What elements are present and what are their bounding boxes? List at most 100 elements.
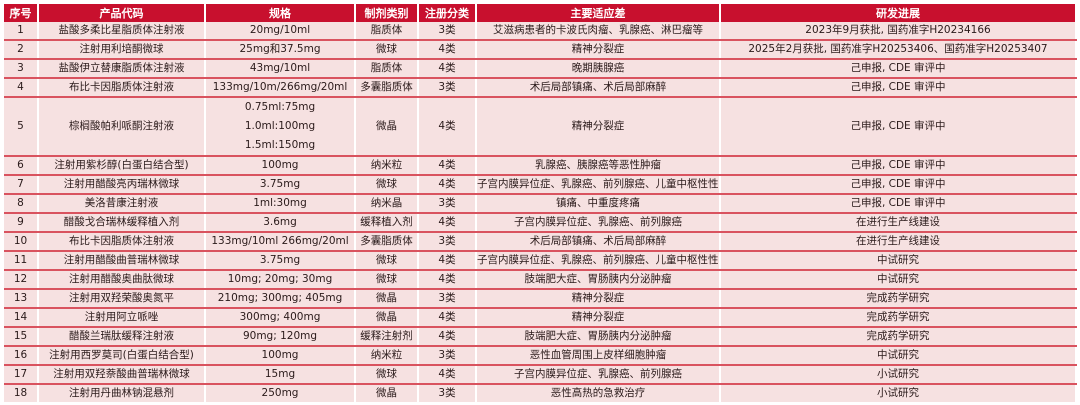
cell-form: 多囊脂质体 — [355, 232, 419, 252]
cell-indication: 肢端肥大症、胃肠胰内分泌肿瘤 — [476, 270, 721, 290]
cell-reg: 4类 — [418, 365, 477, 385]
spec-line: 43mg/10ml — [249, 62, 311, 74]
cell-spec: 100mg — [205, 156, 356, 176]
cell-form: 微球 — [355, 175, 419, 195]
table-row: 6 注射用紫杉醇(白蛋白结合型) 100mg 纳米粒 4类 乳腺癌、胰腺癌等恶性肿瘤 己申报… — [4, 156, 1077, 176]
cell-spec: 25mg和37.5mg — [205, 40, 356, 60]
cell-spec: 100mg — [205, 346, 356, 366]
cell-form: 微球 — [355, 251, 419, 271]
cell-indication: 乳腺癌、胰腺癌等恶性肿瘤 — [476, 156, 721, 176]
cell-progress: 2023年9月获批, 国药准字H20234166 — [720, 22, 1077, 41]
cell-indication: 精神分裂症 — [476, 308, 721, 328]
cell-spec: 133mg/10m/266mg/20ml — [205, 78, 356, 98]
cell-indication: 子宫内膜异位症、乳腺癌、前列腺癌 — [476, 213, 721, 233]
spec-line: 20mg/10ml — [249, 24, 311, 36]
header-row: 序号 产品代码 规格 制剂类别 注册分类 主要适应差 研发进展 — [4, 4, 1077, 22]
cell-product: 布比卡因脂质体注射液 — [38, 232, 206, 252]
spec-line: 300mg; 400mg — [239, 311, 321, 323]
cell-progress: 己申报, CDE 审评中 — [720, 78, 1077, 98]
cell-no: 1 — [4, 22, 39, 41]
cell-reg: 3类 — [418, 232, 477, 252]
cell-product: 注射用醋酸亮丙瑞林微球 — [38, 175, 206, 195]
cell-no: 17 — [4, 365, 39, 385]
header-form: 制剂类别 — [355, 4, 419, 22]
cell-progress: 中试研究 — [720, 270, 1077, 290]
cell-reg: 3类 — [418, 78, 477, 98]
cell-spec: 250mg — [205, 384, 356, 402]
spec-line: 3.75mg — [259, 254, 301, 266]
cell-reg: 4类 — [418, 156, 477, 176]
cell-progress: 完成药学研究 — [720, 289, 1077, 309]
cell-no: 2 — [4, 40, 39, 60]
cell-no: 12 — [4, 270, 39, 290]
cell-indication: 恶性高热的急救治疗 — [476, 384, 721, 402]
cell-progress: 中试研究 — [720, 251, 1077, 271]
header-reg: 注册分类 — [418, 4, 477, 22]
cell-reg: 4类 — [418, 40, 477, 60]
cell-form: 纳米粒 — [355, 346, 419, 366]
cell-reg: 4类 — [418, 308, 477, 328]
cell-reg: 3类 — [418, 194, 477, 214]
cell-no: 8 — [4, 194, 39, 214]
table-row: 7 注射用醋酸亮丙瑞林微球 3.75mg 微球 4类 子宫内膜异位症、乳腺癌、前列腺癌、儿… — [4, 175, 1077, 195]
spec-line: 133mg/10m/266mg/20ml — [212, 81, 348, 93]
cell-progress: 2025年2月获批, 国药准字H20253406、国药准字H20253407 — [720, 40, 1077, 60]
spec-line: 90mg; 120mg — [242, 330, 318, 342]
table-row: 1 盐酸多柔比星脂质体注射液 20mg/10ml 脂质体 3类 艾滋病患者的卡波氏肉瘤、乳… — [4, 22, 1077, 41]
cell-form: 微球 — [355, 40, 419, 60]
cell-product: 醋酸兰瑞肽缓释注射液 — [38, 327, 206, 347]
spec-line: 15mg — [264, 368, 296, 380]
header-no: 序号 — [4, 4, 39, 22]
cell-no: 3 — [4, 59, 39, 79]
cell-reg: 3类 — [418, 346, 477, 366]
cell-form: 纳米晶 — [355, 194, 419, 214]
cell-no: 6 — [4, 156, 39, 176]
cell-progress: 中试研究 — [720, 346, 1077, 366]
header-product: 产品代码 — [38, 4, 206, 22]
cell-reg: 3类 — [418, 384, 477, 402]
cell-indication: 子宫内膜异位症、乳腺癌、前列腺癌 — [476, 365, 721, 385]
cell-reg: 4类 — [418, 270, 477, 290]
spec-line: 0.75ml:75mg — [244, 101, 316, 113]
cell-progress: 在进行生产线建设 — [720, 232, 1077, 252]
cell-progress: 己申报, CDE 审评中 — [720, 97, 1077, 157]
spec-line: 210mg; 300mg; 405mg — [217, 292, 343, 304]
cell-spec: 1ml:30mg — [205, 194, 356, 214]
cell-form: 微晶 — [355, 289, 419, 309]
table-row: 3 盐酸伊立替康脂质体注射液 43mg/10ml 脂质体 4类 晚期胰腺癌 己申报, CDE… — [4, 59, 1077, 79]
spec-line: 1ml:30mg — [253, 197, 307, 209]
cell-no: 13 — [4, 289, 39, 309]
cell-reg: 4类 — [418, 327, 477, 347]
cell-progress: 完成药学研究 — [720, 308, 1077, 328]
cell-form: 脂质体 — [355, 59, 419, 79]
table-row: 17 注射用双羟萘酸曲普瑞林微球 15mg 微球 4类 子宫内膜异位症、乳腺癌、前列腺癌小… — [4, 365, 1077, 385]
cell-indication: 术后局部镇痛、术后局部麻醉 — [476, 232, 721, 252]
spec-line: 3.75mg — [259, 178, 301, 190]
cell-indication: 肢端肥大症、胃肠胰内分泌肿瘤 — [476, 327, 721, 347]
cell-indication: 精神分裂症 — [476, 97, 721, 157]
cell-product: 注射用利培酮微球 — [38, 40, 206, 60]
cell-product: 注射用醋酸奥曲肽微球 — [38, 270, 206, 290]
spec-line: 10mg; 20mg; 30mg — [227, 273, 333, 285]
table-row: 10 布比卡因脂质体注射液 133mg/10ml 266mg/20ml 多囊脂质体 3类… — [4, 232, 1077, 252]
cell-form: 纳米粒 — [355, 156, 419, 176]
cell-form: 微球 — [355, 270, 419, 290]
cell-product: 布比卡因脂质体注射液 — [38, 78, 206, 98]
header-spec: 规格 — [205, 4, 356, 22]
cell-product: 棕榈酸帕利哌酮注射液 — [38, 97, 206, 157]
table-row: 14 注射用阿立哌唑 300mg; 400mg 微晶 4类 精神分裂症 完成药学研究 — [4, 308, 1077, 328]
table-row: 12 注射用醋酸奥曲肽微球 10mg; 20mg; 30mg 微球 4类 肢端肥大症、胃肠… — [4, 270, 1077, 290]
cell-product: 盐酸多柔比星脂质体注射液 — [38, 22, 206, 41]
cell-no: 4 — [4, 78, 39, 98]
cell-reg: 4类 — [418, 251, 477, 271]
cell-no: 11 — [4, 251, 39, 271]
cell-product: 注射用双羟萘酸曲普瑞林微球 — [38, 365, 206, 385]
cell-indication: 精神分裂症 — [476, 289, 721, 309]
cell-product: 注射用阿立哌唑 — [38, 308, 206, 328]
cell-reg: 4类 — [418, 175, 477, 195]
cell-progress: 小试研究 — [720, 384, 1077, 402]
cell-indication: 子宫内膜异位症、乳腺癌、前列腺癌、儿童中枢性性早熟 — [476, 175, 721, 195]
cell-reg: 3类 — [418, 289, 477, 309]
cell-product: 注射用丹曲林钠混悬剂 — [38, 384, 206, 402]
cell-no: 10 — [4, 232, 39, 252]
